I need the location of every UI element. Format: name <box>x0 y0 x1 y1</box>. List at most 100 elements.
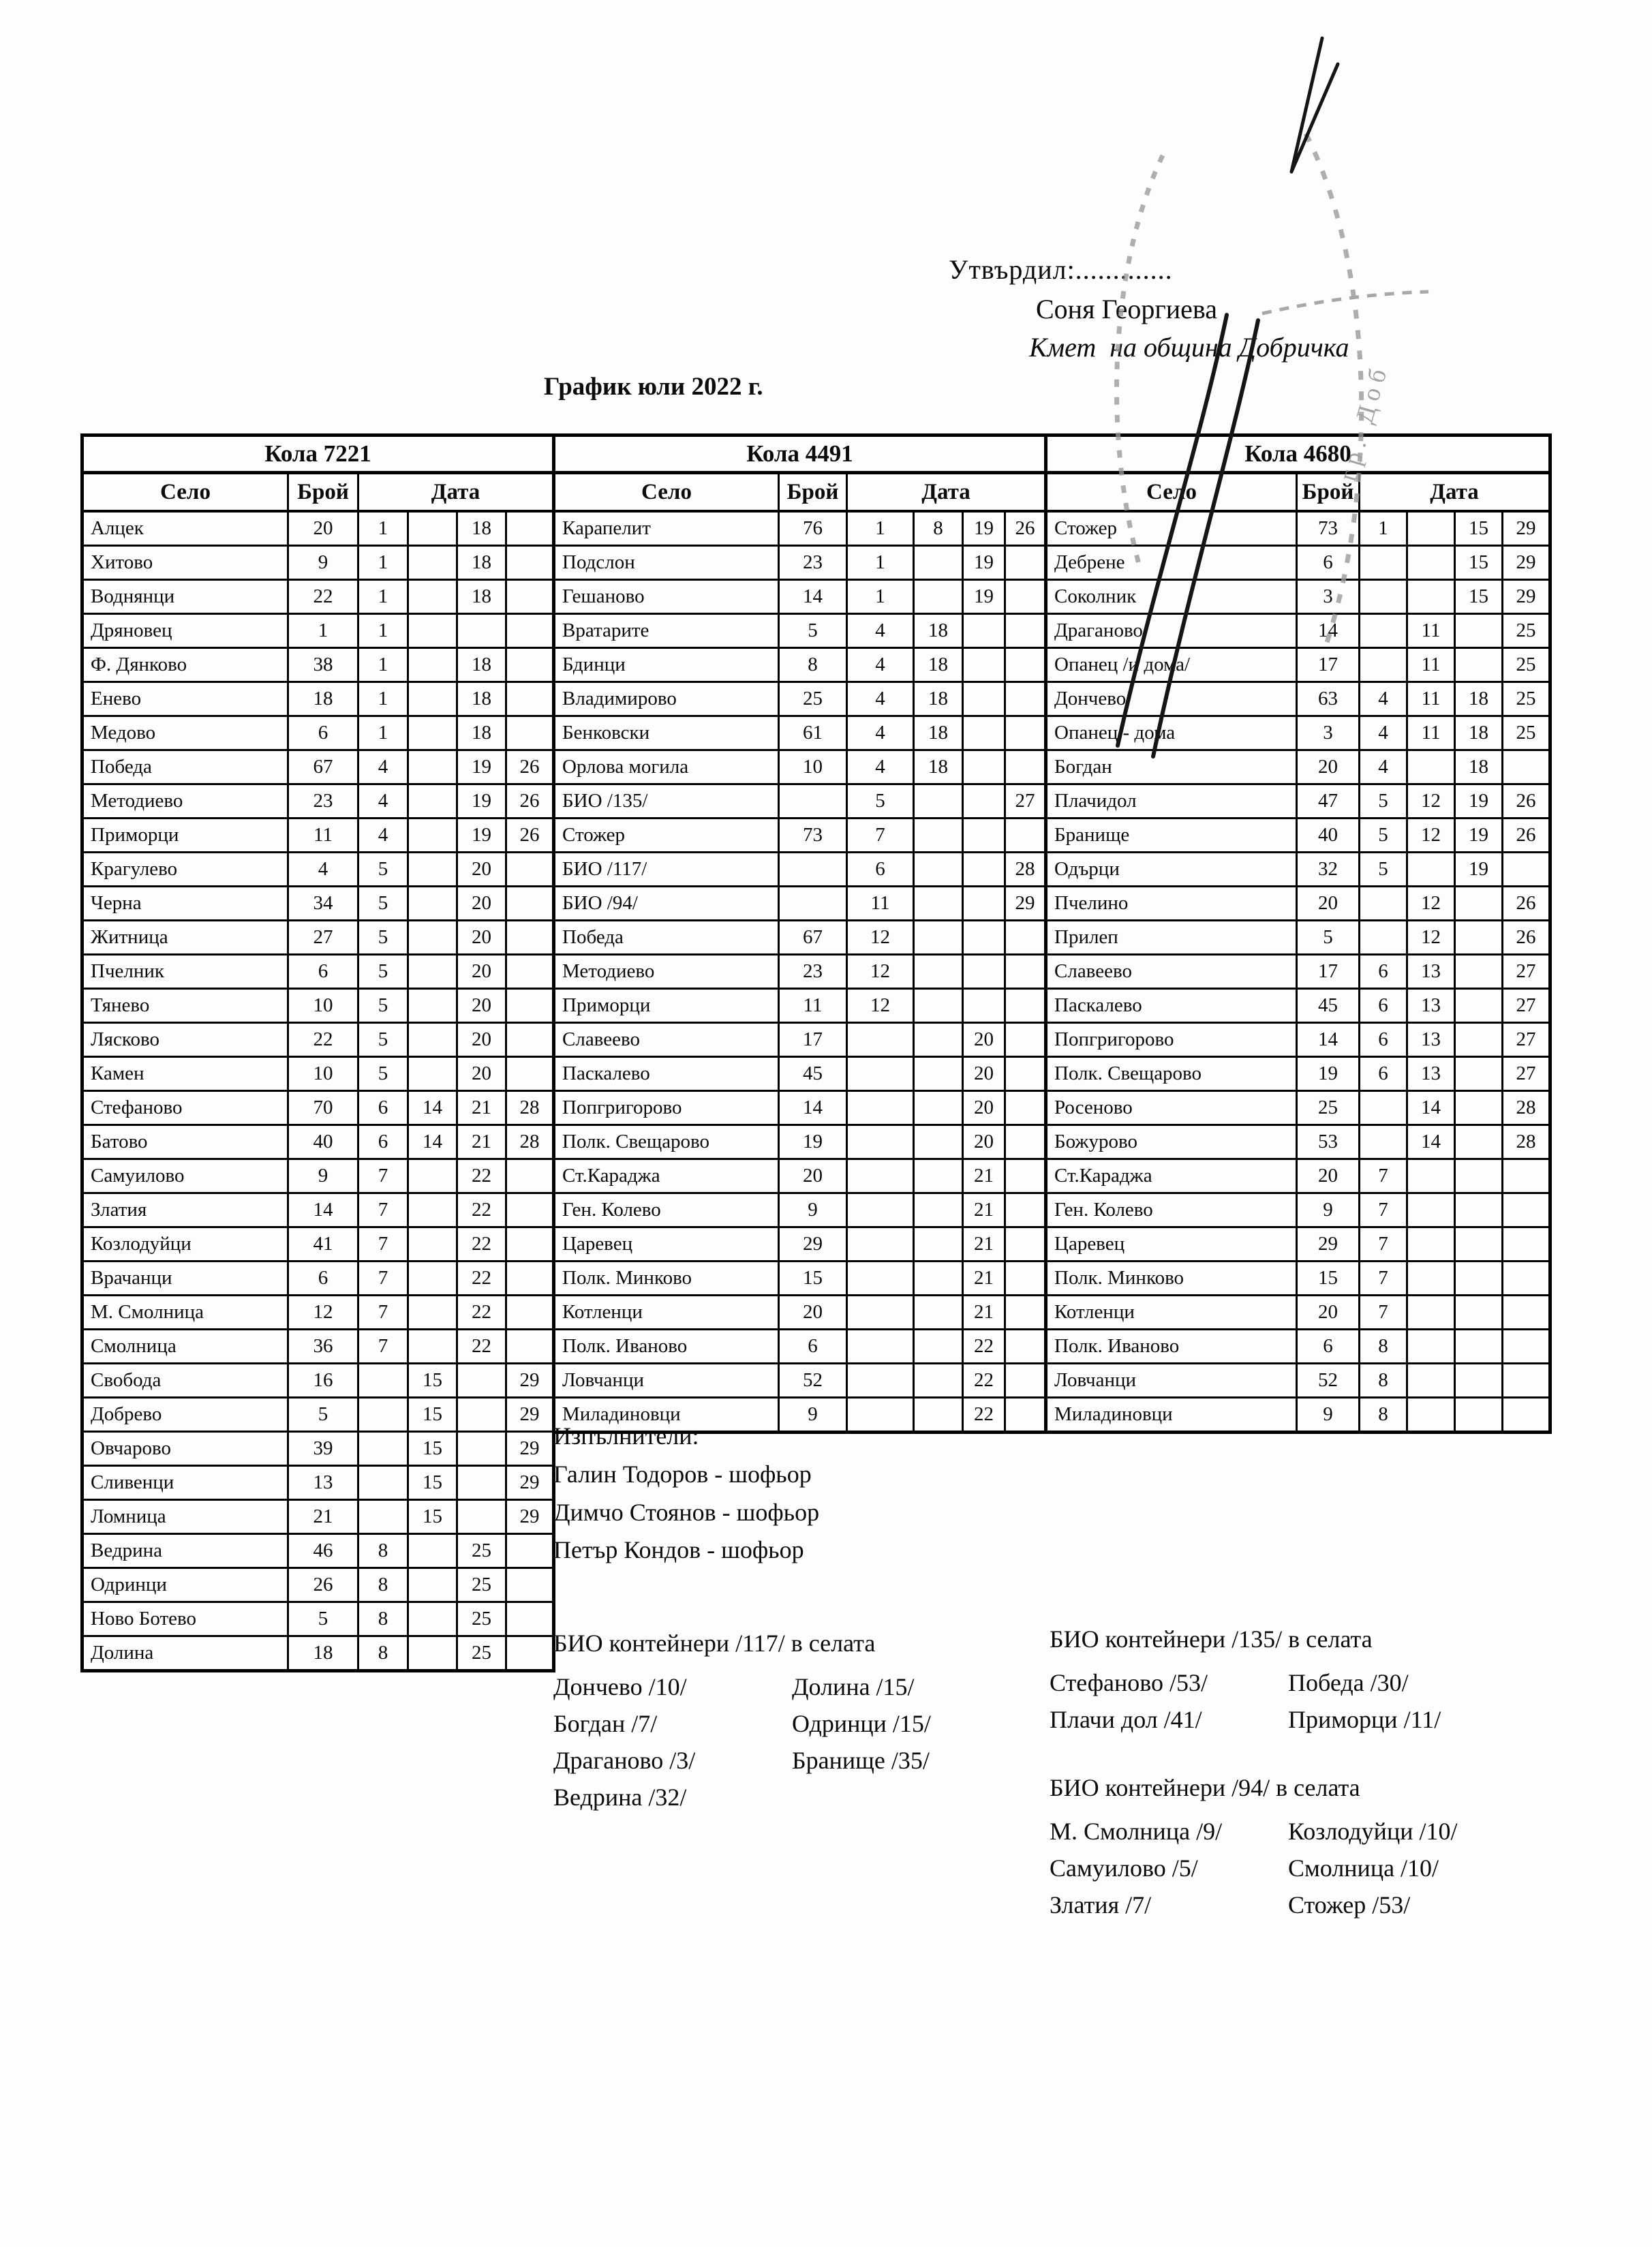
village-cell: Хитово <box>81 545 289 581</box>
date-cell <box>846 1090 915 1126</box>
table-row: Миладиновци 9 8 <box>1045 1396 1552 1433</box>
date-cell <box>407 1567 458 1603</box>
table-row: Ново Ботево 5 8 25 <box>81 1601 555 1637</box>
count-cell: 29 <box>1296 1226 1360 1262</box>
date-cell: 6 <box>846 851 915 887</box>
count-cell: 61 <box>778 715 848 751</box>
count-cell: 9 <box>1296 1396 1360 1433</box>
count-cell: 76 <box>778 510 848 547</box>
date-cell <box>1454 1056 1503 1092</box>
table-row: Полк. Минково 15 7 <box>1045 1260 1552 1296</box>
village-cell: Стефаново <box>81 1090 289 1126</box>
date-cell <box>1501 1260 1552 1296</box>
date-cell: 15 <box>1454 510 1503 547</box>
date-cell <box>1406 1362 1456 1398</box>
count-cell: 67 <box>287 749 359 785</box>
date-cell: 4 <box>846 613 915 649</box>
village-cell: Дряновец <box>81 613 289 649</box>
date-cell <box>407 1533 458 1569</box>
village-cell: Пчелино <box>1045 885 1298 921</box>
count-cell: 23 <box>778 545 848 581</box>
date-cell <box>1454 1260 1503 1296</box>
table-row: Котленци 20 7 <box>1045 1294 1552 1330</box>
count-cell: 70 <box>287 1090 359 1126</box>
count-cell: 11 <box>287 817 359 853</box>
table-title-row: Кола 4491 <box>552 434 1047 474</box>
count-cell: 17 <box>1296 647 1360 683</box>
count-cell: 3 <box>1296 715 1360 751</box>
table-row: Подслон 23 1 19 <box>553 545 1047 581</box>
table-row: Ловчанци 52 22 <box>553 1362 1047 1398</box>
date-cell: 12 <box>846 953 915 990</box>
table-row: Врачанци 6 7 22 <box>81 1260 555 1296</box>
count-cell: 15 <box>778 1260 848 1296</box>
table-row: Долина 18 8 25 <box>81 1635 555 1672</box>
table-row: Паскалево 45 20 <box>553 1056 1047 1092</box>
date-cell: 4 <box>1358 681 1408 717</box>
date-cell <box>407 1158 458 1194</box>
table-row: Прилеп 5 12 26 <box>1045 919 1552 956</box>
count-cell: 20 <box>778 1158 848 1194</box>
table-row: Приморци 11 12 <box>553 988 1047 1024</box>
date-cell <box>1454 647 1503 683</box>
table-row: Дебрене 6 15 29 <box>1045 545 1552 581</box>
date-cell <box>1406 749 1456 785</box>
date-cell <box>1406 1226 1456 1262</box>
date-cell: 29 <box>504 1499 555 1535</box>
village-cell: Полк. Иваново <box>553 1328 780 1364</box>
village-cell: Паскалево <box>1045 988 1298 1024</box>
date-cell <box>913 988 964 1024</box>
date-cell: 7 <box>357 1158 409 1194</box>
table-row: Ген. Колево 9 7 <box>1045 1192 1552 1228</box>
date-cell <box>456 1431 507 1467</box>
date-cell: 19 <box>1454 817 1503 853</box>
date-cell: 5 <box>357 988 409 1024</box>
note-row: Плачи дол /41/Приморци /11/ <box>1050 1701 1457 1738</box>
date-cell: 28 <box>1501 1124 1552 1160</box>
note-entries: М. Смолница /9/Козлодуйци /10/Самуилово … <box>1050 1813 1457 1923</box>
date-cell <box>407 613 458 649</box>
date-cell: 19 <box>962 545 1006 581</box>
date-cell <box>504 1158 555 1194</box>
date-cell <box>913 1260 964 1296</box>
date-cell: 22 <box>456 1328 507 1364</box>
date-cell: 7 <box>1358 1226 1408 1262</box>
date-cell <box>962 851 1006 887</box>
table-row: Свобода 16 15 29 <box>81 1362 555 1398</box>
count-cell: 46 <box>287 1533 359 1569</box>
date-cell: 12 <box>1406 919 1456 956</box>
table-row: Дончево 63 4 11 18 25 <box>1045 681 1552 717</box>
date-cell <box>1003 1260 1047 1296</box>
date-cell: 19 <box>1454 851 1503 887</box>
table-row: Полк. Свещарово 19 20 <box>553 1124 1047 1160</box>
date-cell <box>1454 1362 1503 1398</box>
date-cell <box>913 783 964 819</box>
table-row: Соколник 3 15 29 <box>1045 579 1552 615</box>
date-cell <box>1454 613 1503 649</box>
executor-name: Петър Кондов - шофьор <box>553 1536 804 1564</box>
date-cell: 21 <box>456 1090 507 1126</box>
date-cell <box>1501 1192 1552 1228</box>
village-cell: Росеново <box>1045 1090 1298 1126</box>
table-row: Воднянци 22 1 18 <box>81 579 555 615</box>
date-cell <box>962 749 1006 785</box>
date-cell <box>407 885 458 921</box>
table-header-row: Село Брой Дата <box>81 472 555 513</box>
date-cell: 18 <box>913 715 964 751</box>
count-cell: 20 <box>778 1294 848 1330</box>
count-cell: 17 <box>778 1022 848 1058</box>
village-cell: Славеево <box>553 1022 780 1058</box>
date-cell: 18 <box>1454 681 1503 717</box>
count-cell: 6 <box>287 953 359 990</box>
date-cell: 18 <box>1454 749 1503 785</box>
date-cell: 4 <box>1358 715 1408 751</box>
village-cell: Прилеп <box>1045 919 1298 956</box>
date-cell <box>1501 749 1552 785</box>
count-cell: 25 <box>778 681 848 717</box>
approval-label: Утвърдил:............. <box>949 254 1173 285</box>
date-cell: 1 <box>357 545 409 581</box>
village-cell: Самуилово <box>81 1158 289 1194</box>
bio-note-117: БИО контейнери /117/ в селата Дончево /1… <box>553 1629 931 1816</box>
date-cell: 18 <box>913 613 964 649</box>
